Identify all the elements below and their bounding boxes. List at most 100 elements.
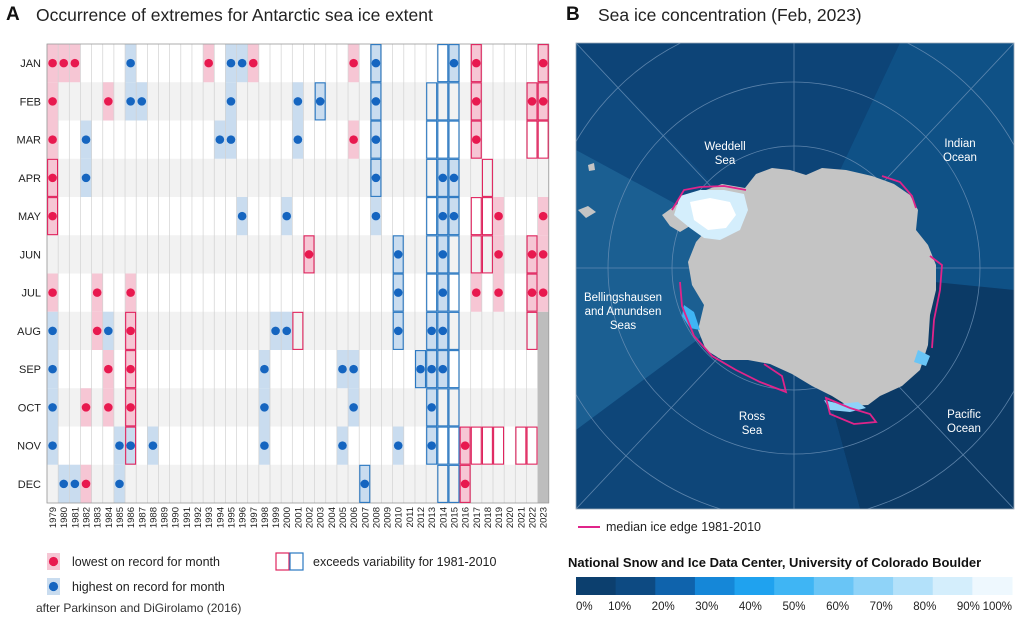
highest-dot-feb-1987 bbox=[137, 97, 147, 106]
month-label-jun: JUN bbox=[20, 249, 41, 261]
exceed-high-mar-2013 bbox=[426, 120, 438, 159]
lowest-dot-feb-2017 bbox=[471, 97, 481, 106]
year-label-2006: 2006 bbox=[349, 507, 360, 528]
exceed-low-mar-2023 bbox=[537, 120, 549, 159]
region-labels: Weddell Sea Indian Ocean Bellingshausen … bbox=[584, 138, 981, 437]
lowest-dot-oct-1982 bbox=[81, 403, 91, 412]
colorbar-segment bbox=[853, 577, 894, 595]
islands bbox=[578, 163, 596, 218]
lowest-dot-feb-1979 bbox=[48, 97, 57, 106]
sea-ice-map bbox=[576, 43, 1014, 509]
lowest-dot-apr-1979 bbox=[48, 173, 57, 183]
year-label-2013: 2013 bbox=[427, 507, 438, 528]
antarctica-land bbox=[688, 168, 936, 406]
lowest-dot-aug-1983 bbox=[92, 326, 102, 336]
exceed-high-aug-2010 bbox=[392, 311, 404, 350]
exceed-low-jul-2022 bbox=[526, 273, 538, 312]
exceed-high-dec-2015 bbox=[448, 464, 460, 503]
highest-dot-aug-2010 bbox=[393, 326, 403, 336]
highest-dot-may-2008 bbox=[371, 211, 381, 221]
highest-dot-nov-1998 bbox=[260, 441, 269, 450]
label-bell-2: and Amundsen bbox=[585, 306, 662, 318]
row-band-apr bbox=[47, 158, 549, 197]
weddell-sea-ice-core bbox=[690, 198, 736, 230]
lowest-dot-jul-1986 bbox=[126, 288, 135, 297]
year-label-2022: 2022 bbox=[528, 507, 539, 528]
median-ice-edge bbox=[671, 175, 943, 425]
lowest-dot-may-2023 bbox=[538, 211, 548, 221]
exceed-high-jul-2013 bbox=[426, 273, 438, 312]
year-label-1983: 1983 bbox=[93, 507, 104, 528]
highest-dot-nov-2005 bbox=[338, 441, 347, 450]
exceed-low-nov-2017 bbox=[470, 426, 482, 465]
colorbar-label: 20% bbox=[652, 601, 675, 613]
colorbar-label: 80% bbox=[913, 601, 936, 613]
highest-dot-nov-2013 bbox=[427, 441, 436, 450]
exceed-low-feb-2023 bbox=[537, 82, 549, 121]
exceed-high-sep-2014 bbox=[437, 350, 449, 389]
highest-dot-jun-2014 bbox=[438, 250, 448, 259]
year-label-2018: 2018 bbox=[483, 507, 494, 528]
lowest-dot-jan-1979 bbox=[48, 58, 57, 68]
exceed-high-apr-2014 bbox=[437, 158, 449, 197]
highest-dot-nov-1979 bbox=[48, 441, 57, 450]
source-note: after Parkinson and DiGirolamo (2016) bbox=[36, 601, 241, 615]
exceed-low-aug-1986 bbox=[125, 311, 137, 350]
highest-dot-mar-2001 bbox=[293, 135, 303, 144]
colorbar-segment bbox=[694, 577, 736, 595]
extremes-grid: JAN FEB MAR APR MAY JUN JUL AUG SEP OCT NOV DEC 1979… bbox=[17, 43, 550, 528]
exceed-low-jan-2017 bbox=[470, 44, 482, 83]
exceed-high-apr-2008 bbox=[370, 158, 382, 197]
exceed-high-sep-2013 bbox=[426, 350, 438, 389]
highest-dot-apr-1982 bbox=[81, 173, 91, 183]
highest-dot-dec-1981 bbox=[70, 479, 80, 489]
exceed-low-jun-2018 bbox=[481, 235, 493, 274]
year-label-1979: 1979 bbox=[48, 507, 59, 528]
year-label-1996: 1996 bbox=[238, 507, 249, 528]
lowest-dot-jul-1979 bbox=[48, 288, 57, 297]
month-label-may: MAY bbox=[18, 211, 42, 223]
exceed-low-may-1979 bbox=[47, 197, 59, 236]
exceed-high-apr-2013 bbox=[426, 158, 438, 197]
highest-dot-sep-1998 bbox=[260, 364, 269, 374]
lowest-dot-jan-2017 bbox=[471, 58, 481, 68]
highest-dot-oct-2006 bbox=[349, 403, 358, 412]
year-label-1984: 1984 bbox=[104, 507, 115, 528]
highest-dot-apr-2015 bbox=[449, 173, 459, 183]
colorbar-label: 30% bbox=[695, 601, 718, 613]
year-label-1992: 1992 bbox=[193, 507, 204, 528]
colorbar-label: 60% bbox=[826, 601, 849, 613]
year-label-2011: 2011 bbox=[405, 507, 416, 527]
legend-highest-dot bbox=[48, 581, 59, 592]
lowest-dot-jul-2022 bbox=[527, 288, 537, 297]
exceed-low-mar-2017 bbox=[470, 120, 482, 159]
month-label-oct: OCT bbox=[18, 402, 42, 414]
panel-a-letter: A bbox=[6, 4, 20, 25]
exceed-high-feb-2013 bbox=[426, 82, 438, 121]
lowest-dot-aug-1986 bbox=[126, 326, 135, 336]
year-label-2023: 2023 bbox=[539, 507, 550, 528]
month-label-dec: DEC bbox=[18, 479, 41, 491]
exceed-low-nov-2016 bbox=[459, 426, 471, 465]
exceed-low-jun-2022 bbox=[526, 235, 538, 274]
highest-dot-sep-2012 bbox=[416, 364, 425, 374]
coastal-ice-east bbox=[914, 350, 930, 366]
colorbar-segment bbox=[972, 577, 1013, 595]
exceed-high-dec-2007 bbox=[359, 464, 371, 503]
year-label-1987: 1987 bbox=[137, 507, 148, 528]
legend-lowest-dot bbox=[48, 556, 59, 567]
exceed-low-nov-2021 bbox=[515, 426, 527, 465]
legend-highest-label: highest on record for month bbox=[72, 580, 225, 594]
highest-dot-sep-2006 bbox=[349, 364, 358, 374]
highest-dot-aug-2014 bbox=[438, 326, 448, 336]
label-pacific-2: Ocean bbox=[947, 423, 981, 435]
label-weddell-1: Weddell bbox=[704, 141, 745, 153]
legend-exceed-high-swatch bbox=[289, 552, 304, 571]
year-label-2015: 2015 bbox=[449, 507, 460, 528]
year-label-2016: 2016 bbox=[461, 507, 472, 528]
lowest-dot-jan-2006 bbox=[349, 58, 358, 68]
exceed-high-feb-2003 bbox=[314, 82, 326, 121]
lowest-dot-jan-1981 bbox=[70, 58, 80, 68]
lowest-dot-may-1979 bbox=[48, 211, 57, 221]
exceed-high-feb-2014 bbox=[437, 82, 449, 121]
